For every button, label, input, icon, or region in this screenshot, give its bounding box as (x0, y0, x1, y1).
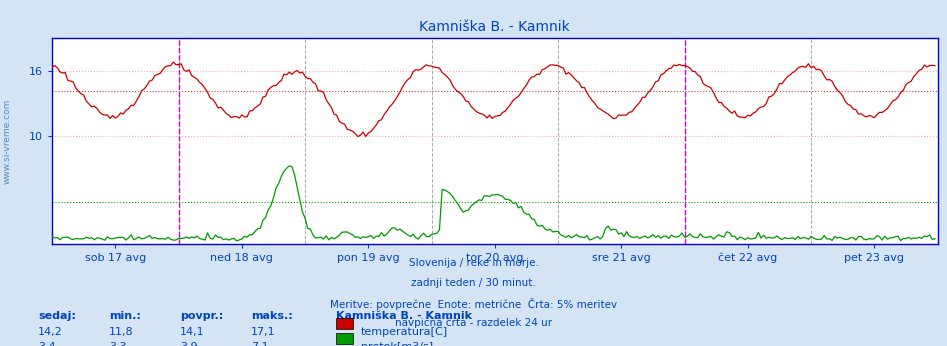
Text: 14,2: 14,2 (38, 327, 63, 337)
Text: sedaj:: sedaj: (38, 311, 76, 321)
Text: zadnji teden / 30 minut.: zadnji teden / 30 minut. (411, 278, 536, 288)
Text: 7,1: 7,1 (251, 342, 269, 346)
Text: pretok[m3/s]: pretok[m3/s] (361, 342, 433, 346)
Text: 11,8: 11,8 (109, 327, 134, 337)
Text: Slovenija / reke in morje.: Slovenija / reke in morje. (408, 258, 539, 268)
Text: 14,1: 14,1 (180, 327, 205, 337)
Text: 3,4: 3,4 (38, 342, 56, 346)
Text: 17,1: 17,1 (251, 327, 276, 337)
Text: 3,3: 3,3 (109, 342, 126, 346)
Text: temperatura[C]: temperatura[C] (361, 327, 448, 337)
Text: www.si-vreme.com: www.si-vreme.com (3, 98, 12, 184)
Text: maks.:: maks.: (251, 311, 293, 321)
Text: povpr.:: povpr.: (180, 311, 223, 321)
Text: navpična črta - razdelek 24 ur: navpična črta - razdelek 24 ur (395, 318, 552, 328)
Title: Kamniška B. - Kamnik: Kamniška B. - Kamnik (420, 20, 570, 34)
Text: Kamniška B. - Kamnik: Kamniška B. - Kamnik (336, 311, 473, 321)
Text: min.:: min.: (109, 311, 141, 321)
Text: 3,9: 3,9 (180, 342, 198, 346)
Text: Meritve: povprečne  Enote: metrične  Črta: 5% meritev: Meritve: povprečne Enote: metrične Črta:… (330, 298, 617, 310)
